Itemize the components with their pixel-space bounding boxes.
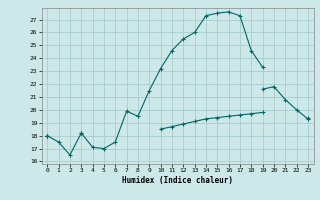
X-axis label: Humidex (Indice chaleur): Humidex (Indice chaleur)	[122, 176, 233, 185]
